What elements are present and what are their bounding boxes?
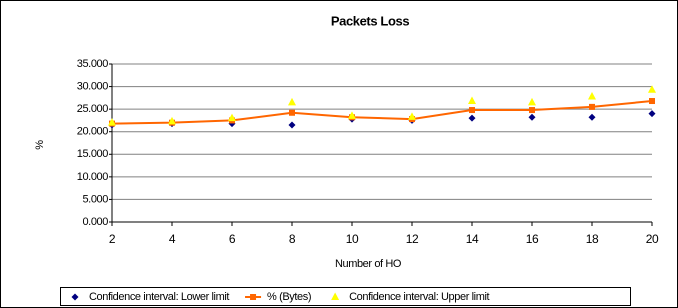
point [469,107,475,114]
point [589,103,595,110]
legend-label: Confidence interval: Lower limit [89,291,229,303]
y-tick-label: 30.000 [77,80,109,92]
point [228,113,236,122]
point [408,112,416,120]
legend-label: % (Bytes) [267,291,311,303]
point [648,110,656,118]
point [108,118,116,126]
point [588,113,596,121]
x-tick-label: 2 [109,232,116,246]
point [168,116,176,125]
legend-marker [250,294,257,300]
point [648,85,656,93]
x-tick-label: 6 [229,232,236,246]
x-tick-label: 4 [169,232,176,246]
point [348,111,356,119]
point [529,107,535,114]
legend-marker [331,292,340,300]
chart-title: Packets Loss [331,13,409,28]
x-tick-label: 20 [646,232,659,246]
x-tick-label: 18 [586,232,599,246]
y-tick-label: 0.000 [82,216,108,228]
y-tick-label: 15.000 [77,148,109,160]
point [528,97,536,106]
x-tick-label: 8 [289,232,296,246]
x-tick-label: 16 [526,232,539,246]
y-tick-label: 20.000 [77,126,109,138]
point [588,92,596,100]
point [289,109,295,116]
y-tick-label: 5.000 [82,193,108,205]
x-tick-label: 12 [406,232,419,246]
x-axis-title: Number of HO [335,258,402,270]
point [468,114,476,122]
y-tick-label: 35.000 [77,58,109,70]
point [528,113,536,121]
y-axis-title: % [34,140,46,150]
legend-label: Confidence interval: Upper limit [349,291,489,303]
x-tick-label: 10 [346,232,359,246]
y-tick-label: 25.000 [77,103,109,115]
legend-marker [71,293,79,301]
legend-box [60,287,631,306]
point [468,96,476,105]
y-tick-label: 10.000 [77,171,109,183]
point [288,97,296,106]
x-tick-label: 14 [466,232,479,246]
point [288,121,296,129]
point [649,98,655,105]
series-line [111,100,653,125]
